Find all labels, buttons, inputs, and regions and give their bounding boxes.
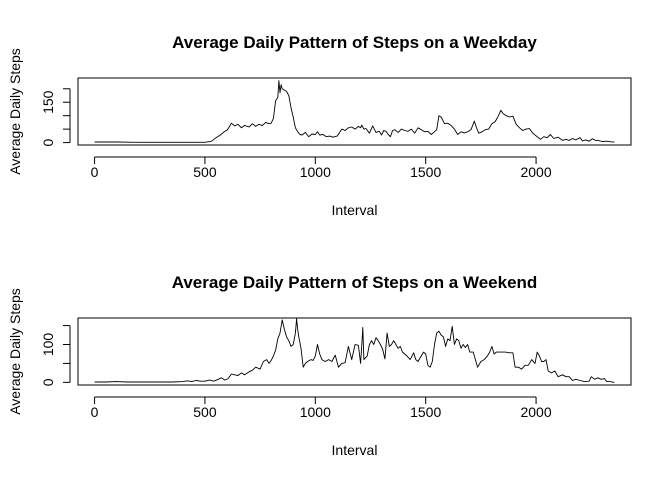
weekend-x-tick-label: 500 xyxy=(193,404,217,420)
weekday-chart-title: Average Daily Pattern of Steps on a Week… xyxy=(172,33,537,52)
weekend-x-tick-label: 1000 xyxy=(300,404,331,420)
weekend-chart-title: Average Daily Pattern of Steps on a Week… xyxy=(172,273,538,292)
weekend-panel: Average Daily Pattern of Steps on a Week… xyxy=(7,273,632,458)
weekend-y-axis-label: Average Daily Steps xyxy=(7,288,23,415)
weekend-x-tick-label: 1500 xyxy=(410,404,441,420)
weekend-x-axis-label: Interval xyxy=(332,442,378,458)
weekday-x-tick-label: 1000 xyxy=(300,164,331,180)
weekday-plot-frame xyxy=(77,77,632,146)
weekday-y-tick-label: 150 xyxy=(40,90,56,114)
weekend-plot-frame xyxy=(77,317,632,386)
weekday-y-tick-label: 0 xyxy=(40,138,56,146)
weekday-series-line xyxy=(94,80,615,143)
weekday-x-tick-label: 0 xyxy=(91,164,99,180)
weekday-x-tick-label: 1500 xyxy=(410,164,441,180)
weekday-x-axis-label: Interval xyxy=(332,202,378,218)
weekday-y-axis-label: Average Daily Steps xyxy=(7,48,23,175)
weekend-x-tick-label: 2000 xyxy=(520,404,551,420)
weekday-x-tick-label: 500 xyxy=(193,164,217,180)
weekend-y-tick-label: 0 xyxy=(40,378,56,386)
weekday-panel: Average Daily Pattern of Steps on a Week… xyxy=(7,33,632,218)
weekend-x-tick-label: 0 xyxy=(91,404,99,420)
weekday-x-tick-label: 2000 xyxy=(520,164,551,180)
weekend-y-tick-label: 100 xyxy=(40,333,56,357)
weekend-series-line xyxy=(94,318,615,383)
